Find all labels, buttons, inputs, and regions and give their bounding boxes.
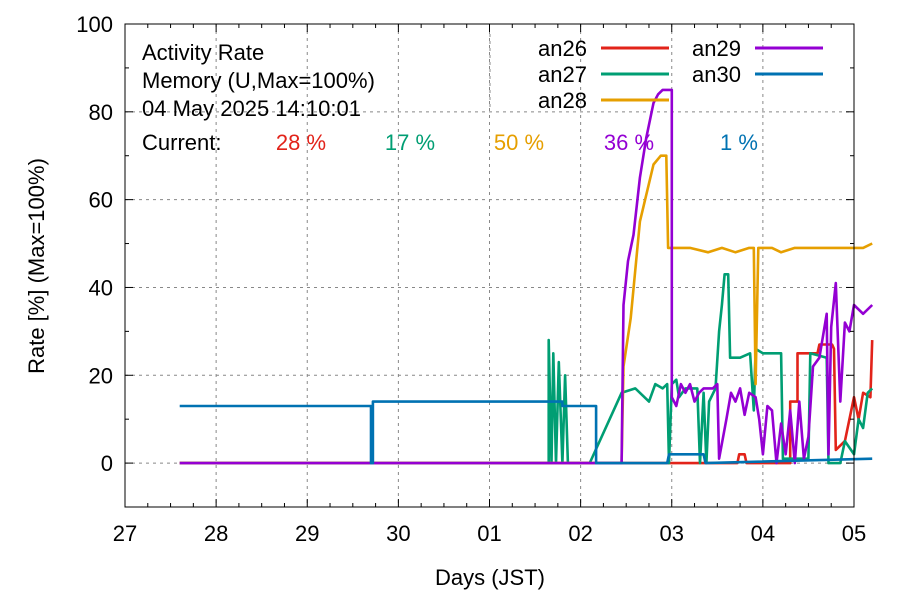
y-tick-label: 0 bbox=[101, 451, 113, 476]
x-tick-label: 02 bbox=[568, 521, 592, 546]
series-line-an30 bbox=[179, 400, 873, 465]
current-values: 28 % 17 % 50 % 36 % 1 % bbox=[276, 130, 758, 155]
y-tick-label: 20 bbox=[89, 363, 113, 388]
current-label: Current: bbox=[142, 130, 221, 155]
y-tick-label: 40 bbox=[89, 275, 113, 300]
y-axis-label: Rate [%] (Max=100%) bbox=[24, 158, 49, 374]
x-tick-label: 05 bbox=[842, 521, 866, 546]
axes: 0 20 40 60 80 100 27 28 29 30 01 02 03 04 05 bbox=[76, 12, 866, 546]
chart-title-line-1: Activity Rate bbox=[142, 40, 264, 65]
series-line-an28 bbox=[179, 154, 873, 465]
current-value-an28: 50 % bbox=[494, 130, 544, 155]
chart-title-line-3: 04 May 2025 14:10:01 bbox=[142, 96, 361, 121]
y-tick-label: 60 bbox=[89, 188, 113, 213]
current-value-an29: 36 % bbox=[604, 130, 654, 155]
x-tick-label: 01 bbox=[477, 521, 501, 546]
x-tick-label: 27 bbox=[113, 521, 137, 546]
legend-label-an27: an27 bbox=[538, 62, 587, 87]
series-line-an29 bbox=[179, 88, 874, 465]
current-value-an26: 28 % bbox=[276, 130, 326, 155]
series-line-an26 bbox=[179, 340, 874, 465]
chart-title-line-2: Memory (U,Max=100%) bbox=[142, 68, 375, 93]
legend-label-an30: an30 bbox=[692, 62, 741, 87]
x-axis-label: Days (JST) bbox=[435, 565, 545, 590]
x-tick-label: 29 bbox=[295, 521, 319, 546]
legend-label-an26: an26 bbox=[538, 36, 587, 61]
x-tick-label: 03 bbox=[660, 521, 684, 546]
current-value-an27: 17 % bbox=[385, 130, 435, 155]
x-tick-label: 28 bbox=[204, 521, 228, 546]
legend-label-an29: an29 bbox=[692, 36, 741, 61]
y-tick-label: 80 bbox=[89, 100, 113, 125]
series-lines bbox=[179, 88, 874, 465]
current-value-an30: 1 % bbox=[720, 130, 758, 155]
y-tick-label: 100 bbox=[76, 12, 113, 37]
legend-label-an28: an28 bbox=[538, 88, 587, 113]
x-tick-label: 30 bbox=[386, 521, 410, 546]
header-text: Activity Rate Memory (U,Max=100%) 04 May… bbox=[142, 40, 375, 155]
x-tick-label: 04 bbox=[751, 521, 775, 546]
